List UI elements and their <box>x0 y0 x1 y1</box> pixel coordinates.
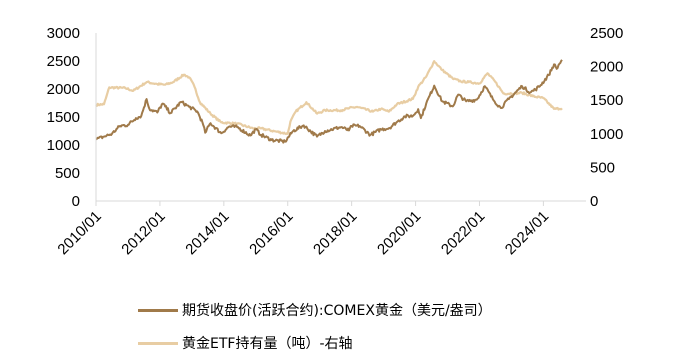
legend-item-comex-gold: 期货收盘价(活跃合约):COMEX黄金（美元/盎司） <box>138 299 492 321</box>
x-axis-tick-label: 2022/01 <box>438 208 488 258</box>
right-axis-tick-label: 500 <box>590 159 615 176</box>
x-axis-tick-label: 2012/01 <box>118 208 168 258</box>
left-axis-tick-label: 1500 <box>47 109 80 126</box>
left-axis-tick-labels: 0 500 1000 1500 2000 2500 3000 <box>47 25 80 210</box>
axes <box>95 33 586 206</box>
series-line-gold-etf-holdings <box>95 60 563 136</box>
right-axis-tick-label: 0 <box>590 193 598 210</box>
legend-label-comex-gold: 期货收盘价(活跃合约):COMEX黄金（美元/盎司） <box>182 303 492 319</box>
left-axis-tick-label: 500 <box>55 165 80 182</box>
x-axis-tick-label: 2010/01 <box>54 208 104 258</box>
right-axis-tick-label: 1000 <box>590 126 623 143</box>
x-axis-tick-label: 2016/01 <box>246 208 296 258</box>
right-axis-tick-labels: 0 500 1000 1500 2000 2500 <box>590 25 623 210</box>
x-axis-tick-label: 2020/01 <box>374 208 424 258</box>
legend-item-gold-etf: 黄金ETF持有量（吨）-右轴 <box>138 332 353 354</box>
right-axis-tick-label: 2000 <box>590 59 623 76</box>
legend-label-gold-etf: 黄金ETF持有量（吨）-右轴 <box>182 336 353 352</box>
right-axis-tick-label: 2500 <box>590 25 623 42</box>
left-axis-tick-label: 0 <box>72 193 80 210</box>
series-line-comex-gold-price <box>95 59 563 144</box>
plot-series <box>95 59 563 144</box>
x-axis-tick-label: 2014/01 <box>182 208 232 258</box>
left-axis-tick-label: 2500 <box>47 53 80 70</box>
x-axis-tick-label: 2024/01 <box>502 208 552 258</box>
legend-swatch-comex-gold <box>138 308 178 312</box>
left-axis-tick-label: 2000 <box>47 81 80 98</box>
right-axis-tick-label: 1500 <box>590 92 623 109</box>
x-axis-tick-label: 2018/01 <box>310 208 360 258</box>
left-axis-tick-label: 1000 <box>47 137 80 154</box>
x-axis-tick-labels: 2010/01 2012/01 2014/01 2016/01 2018/01 2020/… <box>54 208 552 258</box>
legend-swatch-gold-etf <box>138 341 178 345</box>
left-axis-tick-label: 3000 <box>47 25 80 42</box>
chart: 0 500 1000 1500 2000 2500 3000 0 500 1000 1500 200… <box>47 25 624 258</box>
